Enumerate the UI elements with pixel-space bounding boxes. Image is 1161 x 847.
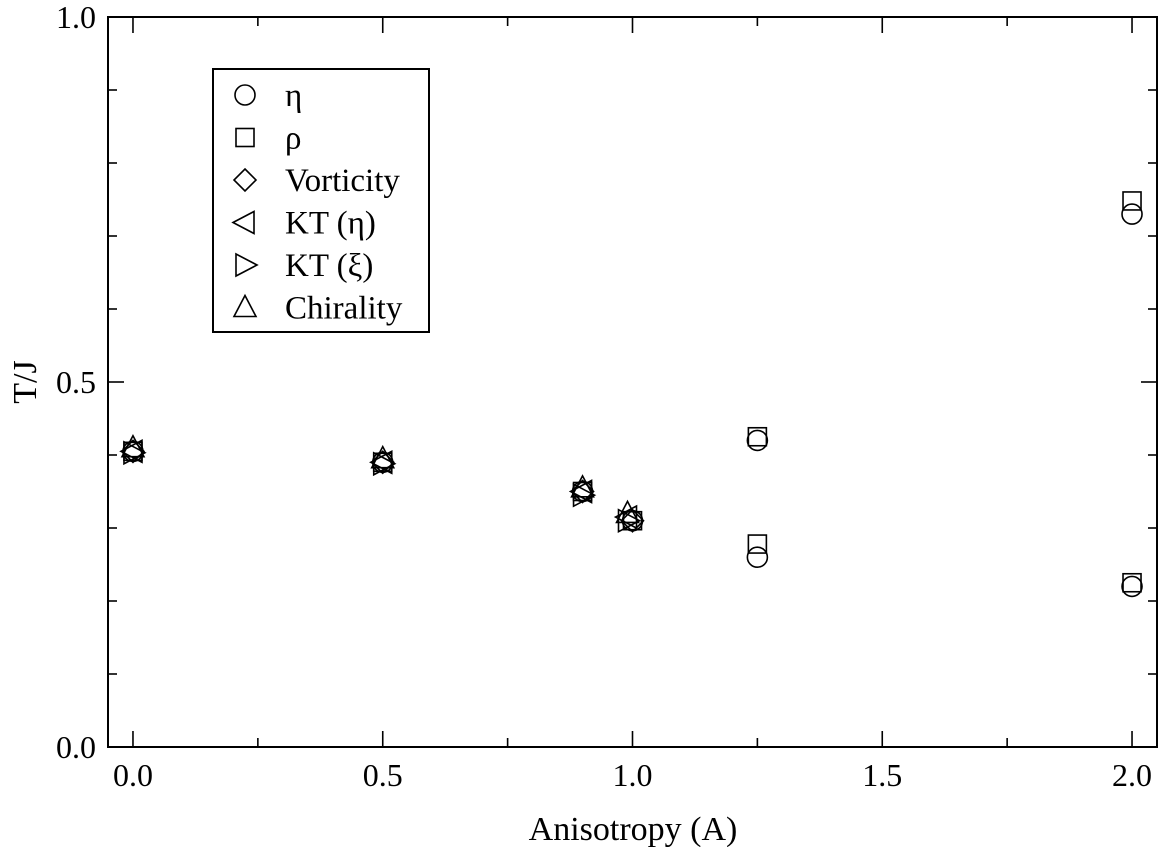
data-point-circle [746,546,769,569]
data-point-square [1122,572,1142,593]
data-point-triangle-right [572,482,597,508]
x-tick-label: 1.5 [862,757,902,793]
plot-area [107,16,1158,748]
y-tick-label: 0.0 [56,729,96,765]
legend-marker-triangle-up [232,293,258,318]
data-point-square [1122,191,1142,211]
legend-marker-circle [234,84,256,106]
plot-frame [107,16,1158,748]
data-point-square [747,426,768,447]
data-point-triangle-up [370,444,396,469]
legend-marker-triangle-right [235,252,259,278]
legend-box [212,68,430,333]
legend: ηρ Vorticity KT (η) KT (ξ) Chirality [212,68,430,333]
data-point-diamond [570,479,595,504]
data-point-triangle-up [570,474,595,498]
legend-label: Chirality [285,291,403,327]
y-axis-title: T/J [7,360,44,403]
data-markers [119,191,1143,598]
legend-marker-triangle-left [231,210,255,235]
x-tick-label: 0.0 [113,757,153,793]
legend-label: Vorticity [285,163,400,199]
x-tick-label: 2.0 [1112,757,1152,793]
legend-label: ρ [285,121,301,157]
axis-ticks: 0.0 0.5 1.0 1.5 2.0 0.0 0.5 1.0 [56,0,1157,793]
y-tick-label: 0.5 [56,364,96,400]
data-point-triangle-right [617,508,642,534]
x-axis-title: Anisotropy (A) [529,811,738,847]
data-point-circle [746,429,769,452]
data-point-triangle-up [615,499,640,524]
x-tick-label: 0.5 [363,757,403,793]
legend-marker-diamond [232,167,258,193]
data-point-diamond [620,508,645,533]
legend-label: η [285,78,302,114]
data-point-square [747,534,768,554]
x-tick-label: 1.0 [613,757,653,793]
legend-label: KT (ξ) [285,248,373,284]
data-point-circle [1121,575,1143,598]
legend-marker-square [235,127,255,148]
data-point-diamond [120,439,146,464]
data-point-triangle-up [120,433,146,458]
y-tick-label: 1.0 [56,0,96,35]
data-point-diamond [370,450,395,475]
data-point-circle [1121,203,1143,225]
legend-label: KT (η) [285,206,376,242]
